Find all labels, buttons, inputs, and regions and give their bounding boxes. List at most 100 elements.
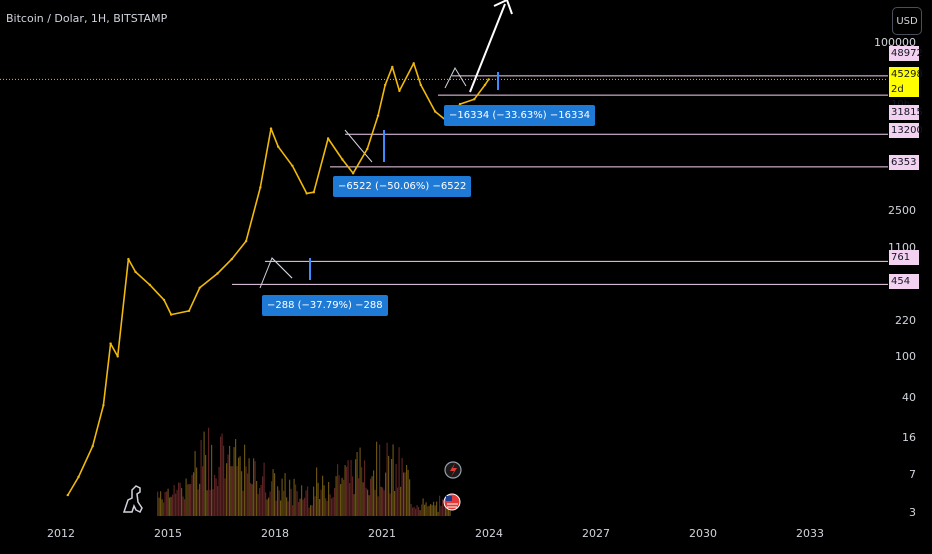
price-point xyxy=(230,257,233,261)
volume-bar xyxy=(334,488,336,516)
price-point xyxy=(269,127,273,130)
volume-bar xyxy=(269,491,271,516)
price-point xyxy=(77,475,80,479)
volume-bar xyxy=(370,478,372,516)
volume-bar xyxy=(272,469,274,516)
volume-bar xyxy=(176,489,178,516)
volume-bar xyxy=(175,493,177,516)
volume-bar xyxy=(379,444,381,516)
volume-bar xyxy=(322,475,324,516)
y-tick-label: 40 xyxy=(902,391,916,404)
volume-bar xyxy=(277,486,279,516)
volume-bar xyxy=(419,510,421,516)
volume-bar xyxy=(236,466,238,516)
price-point xyxy=(109,342,112,345)
lightning-glyph xyxy=(450,463,457,477)
volume-bar xyxy=(305,490,307,516)
volume-bar xyxy=(233,447,235,516)
volume-bar xyxy=(179,482,181,516)
volume-bar xyxy=(400,486,402,516)
price-point xyxy=(259,186,262,189)
price-point xyxy=(116,355,119,358)
measure-callout[interactable]: −16334 (−33.63%) −16334 xyxy=(444,105,596,126)
price-point xyxy=(312,191,315,194)
price-point xyxy=(433,110,437,113)
level-454-label[interactable]: 454 xyxy=(889,274,919,289)
volume-bar xyxy=(248,458,250,516)
forecast-arrow[interactable] xyxy=(469,3,506,93)
volume-bar xyxy=(341,477,343,516)
volume-bar xyxy=(278,490,280,516)
price-point xyxy=(391,65,394,69)
last-price-label[interactable]: 45298 xyxy=(889,67,923,82)
volume-bar xyxy=(325,498,327,516)
volume-bar xyxy=(410,503,412,516)
volume-bar xyxy=(203,431,205,516)
volume-bar xyxy=(404,472,406,516)
price-point xyxy=(134,270,137,274)
pattern-triangle-2022[interactable] xyxy=(444,66,467,89)
volume-bar xyxy=(190,484,192,516)
volume-bar xyxy=(262,476,264,516)
volume-bar xyxy=(425,502,427,516)
volume-bar xyxy=(422,498,424,516)
volume-bar xyxy=(220,436,222,516)
volume-bar xyxy=(442,499,444,516)
level-6353-label[interactable]: 6353 xyxy=(889,155,919,170)
volume-bar xyxy=(355,459,357,516)
volume-bar xyxy=(170,496,172,516)
volume-bar xyxy=(448,509,450,516)
volume-bar xyxy=(208,427,210,516)
volume-bar xyxy=(257,494,259,516)
volume-bar xyxy=(412,507,414,516)
volume-bar xyxy=(320,489,322,516)
volume-bar xyxy=(235,439,237,516)
volume-bar xyxy=(217,485,219,516)
volume-bar xyxy=(433,501,435,516)
y-tick-label: 16 xyxy=(902,431,916,444)
volume-bar xyxy=(238,457,240,516)
volume-bar xyxy=(302,499,304,516)
measure-callout[interactable]: −288 (−37.79%) −288 xyxy=(262,295,388,316)
price-point xyxy=(198,286,201,289)
price-point xyxy=(376,114,380,118)
volume-bar xyxy=(205,455,207,516)
volume-bar xyxy=(389,493,391,516)
price-series xyxy=(66,62,490,497)
volume-bar xyxy=(299,498,301,516)
volume-bar xyxy=(376,441,378,516)
volume-bar xyxy=(323,485,325,516)
volume-bar xyxy=(224,478,226,516)
volume-bar xyxy=(158,497,160,516)
level-761-label[interactable]: 761 xyxy=(889,250,919,265)
level-48972-label[interactable]: 48972 xyxy=(889,46,923,61)
volume-bar xyxy=(319,499,321,516)
price-point xyxy=(127,257,130,261)
x-tick-label: 2021 xyxy=(368,527,396,540)
volume-bar xyxy=(182,496,184,516)
price-point xyxy=(473,98,476,101)
price-point xyxy=(277,145,280,148)
volume-bar xyxy=(332,497,334,516)
level-31815-label[interactable]: 31815 xyxy=(889,105,923,120)
measure-callout[interactable]: −6522 (−50.06%) −6522 xyxy=(333,176,472,197)
pattern-triangle-2019[interactable] xyxy=(344,129,373,163)
volume-bar xyxy=(449,510,451,516)
level-13200-label[interactable]: 13200 xyxy=(889,123,923,138)
countdown-label[interactable]: 2d 10h xyxy=(889,82,919,110)
volume-bar xyxy=(169,497,171,516)
volume-bar xyxy=(188,484,190,516)
price-point xyxy=(419,83,422,87)
volume-bar xyxy=(367,489,369,516)
volume-bar xyxy=(271,481,273,516)
price-point xyxy=(341,158,344,161)
volume-bar xyxy=(445,504,447,516)
volume-bar xyxy=(232,466,234,516)
price-point xyxy=(487,78,490,81)
currency-button[interactable]: USD xyxy=(892,7,922,35)
volume-bar xyxy=(239,456,241,516)
volume-bar xyxy=(386,442,388,516)
y-tick-label: 100000 xyxy=(874,36,916,49)
volume-bar xyxy=(166,491,168,516)
